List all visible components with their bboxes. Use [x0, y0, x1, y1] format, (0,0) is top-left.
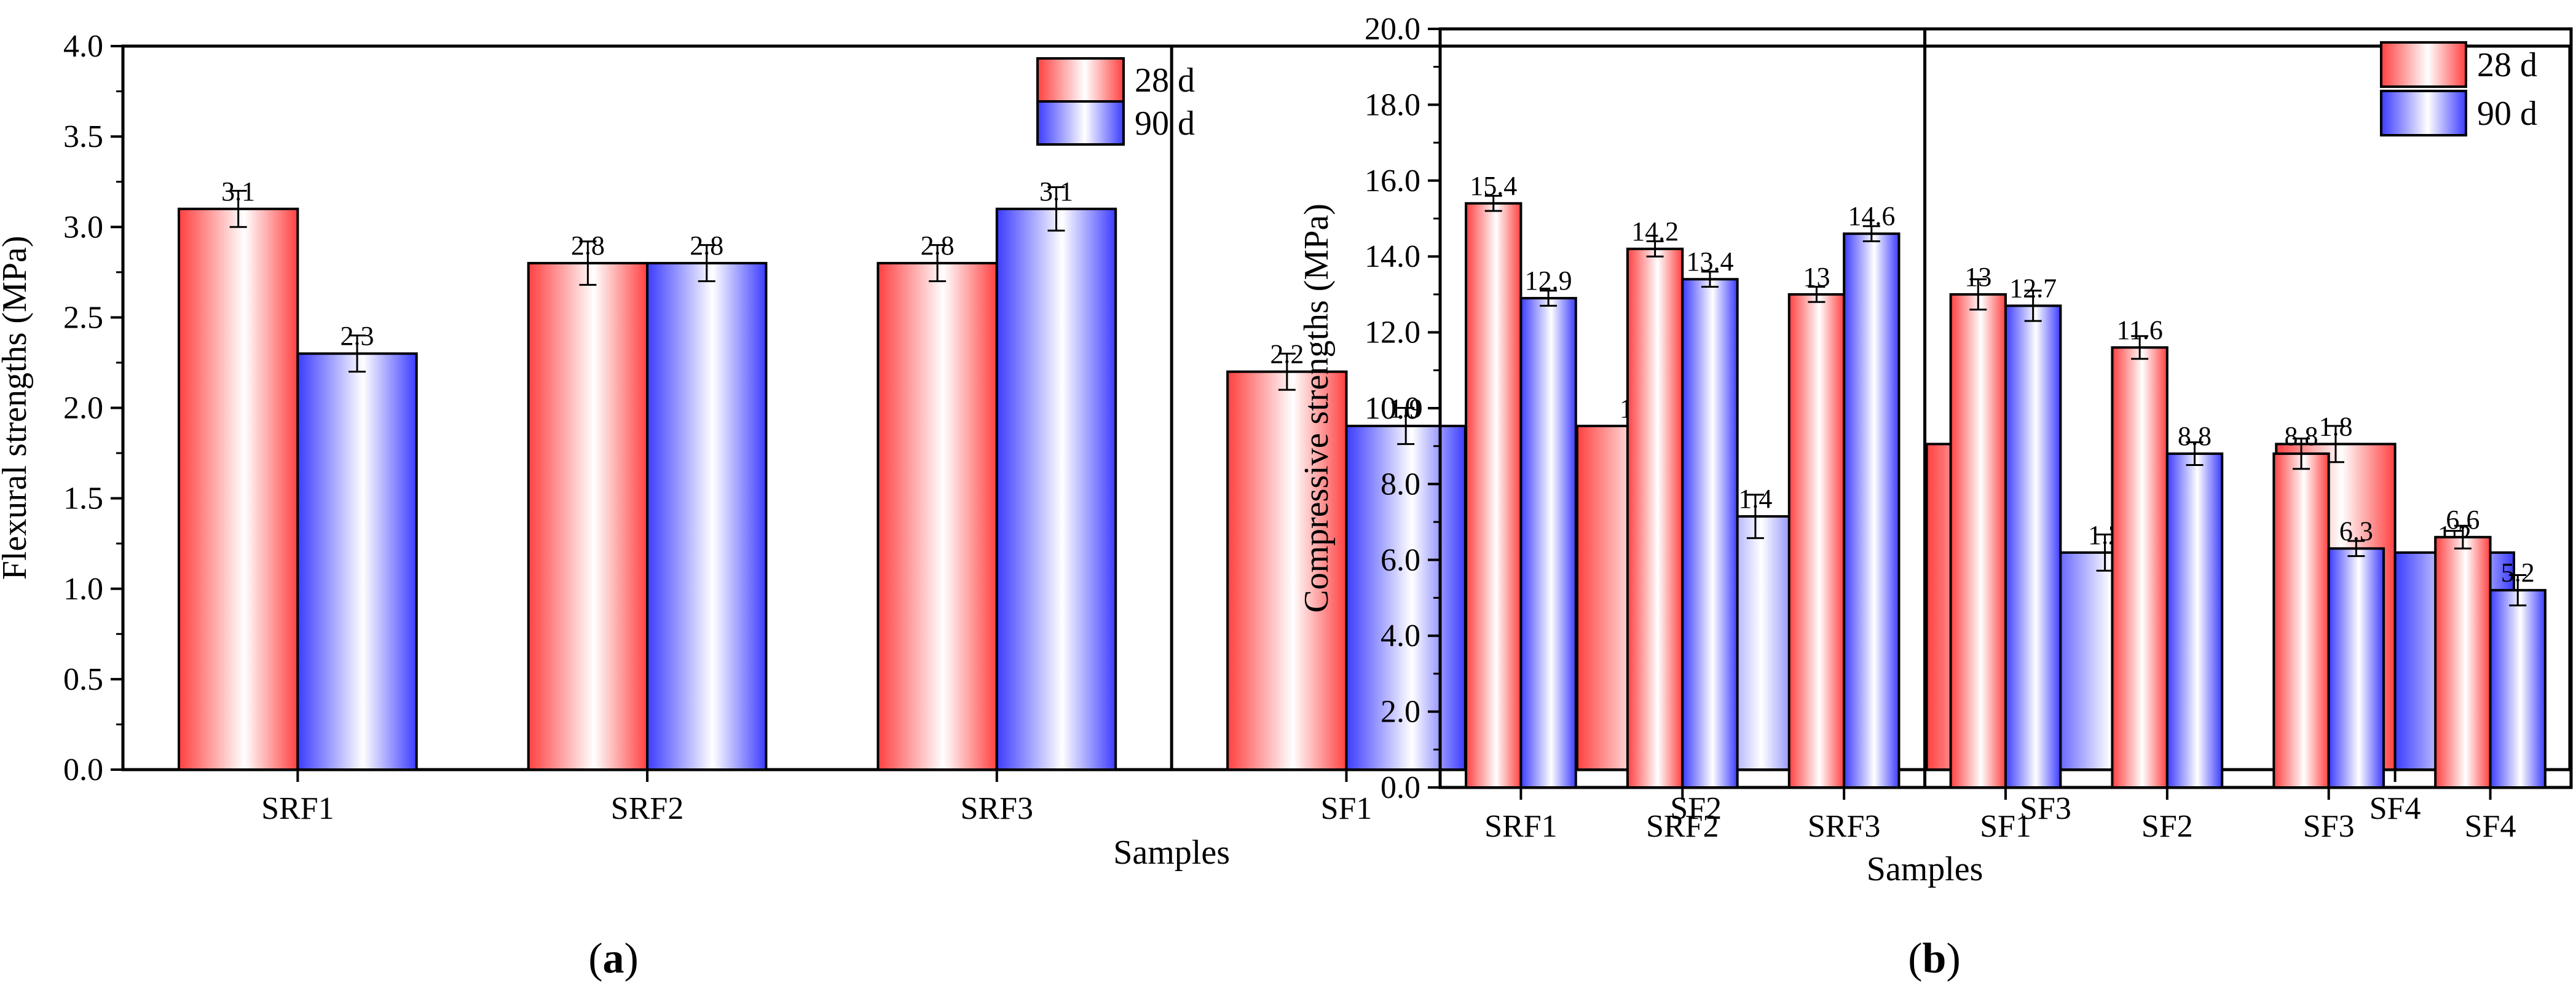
data-label: 6.3	[2339, 516, 2373, 546]
bar-90d-srf3	[1843, 232, 1900, 789]
data-label: 13	[1803, 262, 1830, 292]
data-label: 2.8	[571, 231, 605, 261]
x-axis-title: Samples	[1867, 850, 1983, 888]
x-tick-label: SRF3	[961, 791, 1034, 826]
y-tick-label: 0.5	[63, 662, 103, 697]
legend-label: 90 d	[2477, 95, 2537, 133]
y-tick-label: 2.0	[63, 391, 103, 426]
y-tick-label: 1.5	[63, 481, 103, 516]
bar-90d-srf3	[995, 207, 1117, 771]
data-label: 12.9	[1525, 266, 1572, 296]
bar-90d-srf2	[646, 262, 768, 771]
x-tick-label: SRF3	[1808, 809, 1881, 844]
y-tick-label: 16.0	[1365, 164, 1420, 199]
y-tick-label: 4.0	[1381, 618, 1420, 653]
bar-28d-sf4	[2434, 535, 2492, 789]
y-tick-label: 4.0	[63, 29, 103, 64]
bar-90d-srf1	[1519, 297, 1577, 789]
data-label: 2.8	[921, 231, 955, 261]
x-tick-label: SF1	[1980, 809, 2031, 844]
bar-28d-srf2	[527, 262, 649, 771]
caption-letter: a	[603, 935, 624, 982]
chart-panel-b: 0.0 2.0 4.0 6.0 8.0 10.0 12.0 14.0 16.0 18.0 20.0 S…	[1298, 12, 2573, 982]
data-label: 2.2	[1270, 339, 1304, 369]
data-label: 8.8	[2178, 421, 2212, 451]
legend-swatch-28d	[2380, 41, 2467, 88]
y-tick-label: 18.0	[1365, 87, 1420, 122]
figure-caption: (a)	[588, 935, 639, 982]
y-tick-label: 10.0	[1365, 391, 1420, 426]
y-tick-label: 3.5	[63, 119, 103, 154]
data-label: 1.9	[1389, 393, 1423, 424]
data-label: 13.4	[1686, 247, 1733, 277]
x-tick-label: SRF2	[1646, 809, 1719, 844]
data-label: 11.6	[2116, 315, 2162, 345]
legend-label: 90 d	[1135, 105, 1195, 143]
y-tick-label: 20.0	[1365, 12, 1420, 47]
x-tick-label: SRF1	[261, 791, 334, 826]
bar-90d-sf1	[2004, 304, 2062, 789]
data-label: 12.7	[2009, 273, 2057, 303]
x-tick-label: SRF1	[1484, 809, 1558, 844]
x-tick-label: SF2	[1670, 791, 1722, 826]
y-axis-title: Compressive strengths (MPa)	[1298, 203, 1336, 613]
data-label: 2.3	[341, 321, 374, 351]
legend-swatch-90d	[2380, 90, 2467, 136]
bar-90d-srf2	[1681, 278, 1739, 789]
y-tick-label: 8.0	[1381, 467, 1420, 502]
bar-28d-srf3	[876, 262, 998, 771]
bar-90d-srf1	[296, 352, 418, 771]
data-label: 6.6	[2446, 505, 2479, 535]
y-tick-label: 12.0	[1365, 315, 1420, 350]
data-label: 15.4	[1470, 171, 1517, 201]
data-label: 2.8	[690, 231, 723, 261]
x-tick-label: SF4	[2465, 809, 2516, 844]
legend-swatch-90d	[1036, 100, 1125, 146]
y-tick-label: 0.0	[63, 752, 103, 787]
legend-label: 28 d	[2477, 46, 2537, 84]
y-axis-title: Flexural strengths (MPa)	[0, 236, 34, 580]
bar-28d-sf1	[1226, 370, 1348, 771]
bar-28d-sf2	[2111, 346, 2168, 789]
data-label: 3.1	[221, 176, 255, 207]
data-label: 1.4	[1738, 484, 1772, 514]
data-label: 3.1	[1039, 176, 1073, 207]
x-axis-title: Samples	[1113, 834, 1230, 872]
y-tick-label: 2.5	[63, 300, 103, 335]
x-tick-label: SF2	[2141, 809, 2193, 844]
caption-letter: b	[1923, 935, 1947, 982]
data-label: 5.2	[2501, 558, 2535, 588]
x-tick-label: SF3	[2303, 809, 2355, 844]
y-tick-label: 3.0	[63, 210, 103, 245]
bar-28d-sf3	[2272, 452, 2330, 789]
legend-label: 28 d	[1135, 61, 1195, 100]
x-tick-label: SF3	[2020, 791, 2071, 826]
bar-28d-sf1	[1949, 293, 2007, 789]
bar-28d-srf3	[1787, 293, 1846, 789]
data-label: 1.8	[2318, 411, 2352, 441]
data-label: 14.2	[1631, 216, 1679, 247]
data-label: 14.6	[1848, 201, 1895, 231]
y-tick-label: 14.0	[1365, 239, 1420, 274]
y-tick-label: 1.0	[63, 572, 103, 607]
figure-caption: (b)	[1908, 935, 1961, 982]
legend-swatch-28d	[1036, 57, 1125, 103]
y-tick-label: 2.0	[1381, 695, 1420, 730]
bar-90d-sf3	[2327, 547, 2385, 789]
bar-28d-srf2	[1626, 247, 1684, 789]
bar-28d-srf1	[177, 207, 299, 771]
x-tick-label: SF1	[1321, 791, 1373, 826]
y-tick-label: 0.0	[1381, 770, 1420, 805]
y-tick-label: 6.0	[1381, 543, 1420, 578]
x-tick-label: SF4	[2369, 791, 2421, 826]
bar-90d-sf4	[2489, 589, 2546, 789]
bar-90d-sf2	[2165, 452, 2224, 789]
data-label: 8.8	[2285, 421, 2318, 451]
bar-28d-srf1	[1465, 202, 1522, 789]
x-tick-label: SRF2	[611, 791, 684, 826]
data-label: 13	[1964, 262, 1991, 292]
